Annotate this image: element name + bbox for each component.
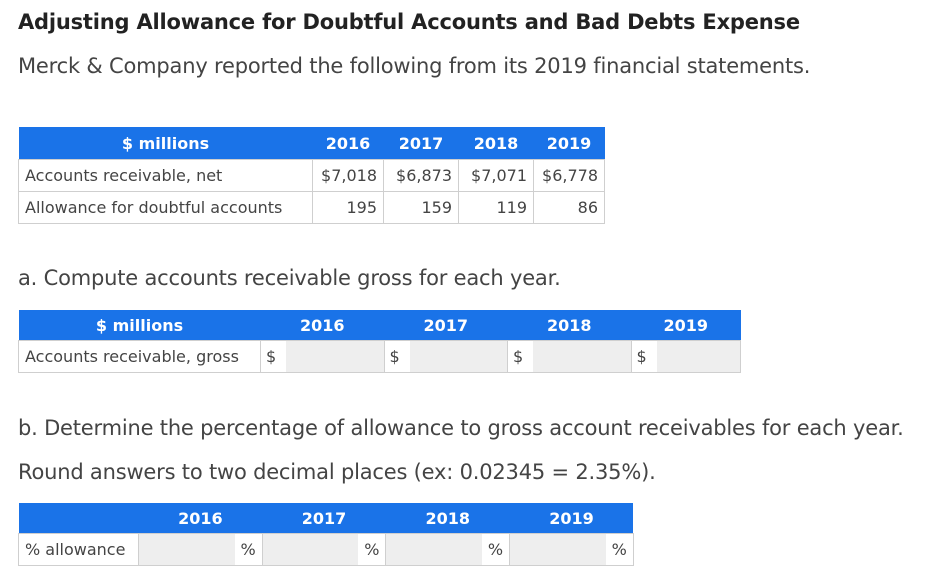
cell-value: 86: [533, 191, 605, 224]
pct-2018-input[interactable]: [386, 535, 482, 564]
currency-symbol: $: [507, 340, 533, 373]
header-year: 2016: [260, 310, 384, 341]
gross-2016-cell: [286, 340, 385, 373]
currency-symbol: $: [260, 340, 286, 373]
question-b-line2: Round answers to two decimal places (ex:…: [18, 460, 656, 484]
percent-symbol: %: [358, 533, 387, 566]
row-label: Accounts receivable, net: [18, 159, 313, 192]
allowance-percent-table: 2016 2017 2018 2019 % allowance % % % %: [18, 503, 634, 566]
header-label: [18, 503, 139, 534]
header-year: 2019: [533, 127, 605, 160]
gross-2018-cell: [533, 340, 632, 373]
header-year: 2016: [312, 127, 384, 160]
pct-2019-input[interactable]: [510, 535, 606, 564]
page-title: Adjusting Allowance for Doubtful Account…: [18, 10, 800, 34]
table-header-row: $ millions 2016 2017 2018 2019: [18, 310, 741, 341]
gross-receivables-table: $ millions 2016 2017 2018 2019 Accounts …: [18, 310, 741, 373]
pct-2017-cell: [261, 533, 359, 566]
table-row: Allowance for doubtful accounts 195 159 …: [18, 191, 605, 224]
cell-value: 119: [458, 191, 534, 224]
pct-2018-cell: [385, 533, 482, 566]
currency-symbol: $: [383, 340, 410, 373]
header-year: 2019: [631, 310, 741, 341]
gross-2017-input[interactable]: [409, 342, 507, 371]
pct-2019-cell: [509, 533, 606, 566]
cell-value: 159: [383, 191, 459, 224]
gross-2019-cell: [656, 340, 741, 373]
currency-symbol: $: [630, 340, 657, 373]
gross-2018-input[interactable]: [533, 342, 631, 371]
intro-text: Merck & Company reported the following f…: [18, 54, 811, 78]
header-year: 2016: [138, 503, 263, 534]
gross-2019-input[interactable]: [656, 342, 740, 371]
header-year: 2018: [458, 127, 534, 160]
header-year: 2018: [507, 310, 631, 341]
cell-value: 195: [312, 191, 384, 224]
financial-data-table: $ millions 2016 2017 2018 2019 Accounts …: [18, 127, 605, 224]
table-row: Accounts receivable, net $7,018 $6,873 $…: [18, 159, 605, 192]
cell-value: $6,873: [383, 159, 459, 192]
pct-2016-input[interactable]: [139, 535, 235, 564]
header-label: $ millions: [18, 127, 313, 160]
pct-2017-input[interactable]: [262, 535, 359, 564]
percent-symbol: %: [234, 533, 263, 566]
table-header-row: $ millions 2016 2017 2018 2019: [18, 127, 605, 160]
percent-symbol: %: [605, 533, 634, 566]
header-year: 2019: [509, 503, 634, 534]
header-year: 2018: [385, 503, 510, 534]
header-year: 2017: [383, 127, 459, 160]
question-a: a. Compute accounts receivable gross for…: [18, 266, 561, 290]
row-label: Accounts receivable, gross: [18, 340, 261, 373]
row-label: % allowance: [18, 533, 139, 566]
row-label: Allowance for doubtful accounts: [18, 191, 313, 224]
question-b-line1: b. Determine the percentage of allowance…: [18, 416, 904, 440]
gross-2016-input[interactable]: [286, 342, 384, 371]
pct-2016-cell: [138, 533, 235, 566]
percent-symbol: %: [481, 533, 511, 566]
header-label: $ millions: [18, 310, 261, 341]
header-year: 2017: [384, 310, 508, 341]
cell-value: $7,071: [458, 159, 534, 192]
table-row: Accounts receivable, gross $ $ $ $: [18, 340, 741, 373]
table-header-row: 2016 2017 2018 2019: [18, 503, 634, 534]
header-year: 2017: [262, 503, 386, 534]
gross-2017-cell: [409, 340, 508, 373]
table-row: % allowance % % % %: [18, 533, 634, 566]
cell-value: $7,018: [312, 159, 384, 192]
cell-value: $6,778: [533, 159, 605, 192]
